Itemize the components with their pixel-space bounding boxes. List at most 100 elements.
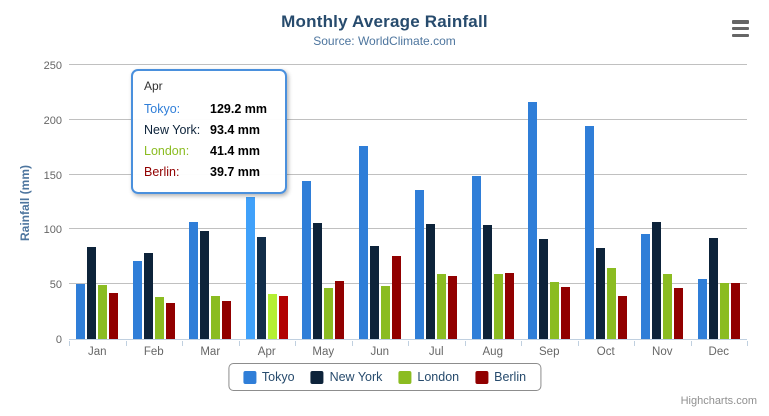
bar-group-may[interactable] [295,66,352,339]
x-axis-label-feb: Feb [143,346,164,358]
tooltip-row-london: London: 41.4 mm [144,141,275,162]
hamburger-menu-icon[interactable] [730,19,752,38]
gridline-50 [69,283,747,285]
bar-berlin-dec[interactable] [730,283,740,339]
bar-group-mar[interactable] [182,66,239,339]
bar-group-oct[interactable] [578,66,635,339]
gridline-200 [69,118,747,120]
bar-new-york-jan[interactable] [87,247,97,339]
bar-berlin-sep[interactable] [561,286,571,339]
y-tick-label: 0 [55,334,62,346]
x-tick-mark [351,341,353,346]
legend-item-berlin[interactable]: Berlin [475,370,526,384]
bar-group-jan[interactable] [69,66,126,339]
bar-berlin-oct[interactable] [617,296,627,339]
x-axis-label-aug: Aug [482,346,503,358]
bar-tokyo-sep[interactable] [528,101,538,339]
x-tick-mark [634,341,635,346]
bar-new-york-nov[interactable] [652,222,662,339]
legend-swatch-icon [310,370,324,384]
bar-berlin-apr[interactable] [278,295,288,339]
bar-berlin-may[interactable] [335,281,345,339]
x-axis-label-jun: Jun [370,346,390,358]
bar-london-may[interactable] [324,287,334,339]
y-tick-label: 200 [43,114,62,127]
bar-berlin-mar[interactable] [222,301,232,339]
bar-new-york-mar[interactable] [200,231,210,339]
tooltip-series-label: London: [144,144,190,158]
bar-london-aug[interactable] [493,273,503,339]
bar-london-dec[interactable] [719,282,729,339]
tooltip-series-value: 41.4 mm [210,144,261,158]
bar-new-york-apr[interactable] [256,236,266,339]
credits-link[interactable]: Highcharts.com [680,395,757,407]
bar-berlin-jun[interactable] [391,256,401,339]
bar-tokyo-mar[interactable] [189,222,199,339]
bar-group-feb[interactable] [126,66,183,339]
bar-group-dec[interactable] [691,66,748,339]
bar-new-york-sep[interactable] [539,239,549,339]
bar-london-nov[interactable] [663,274,673,339]
bar-london-sep[interactable] [550,281,560,339]
bar-group-jun[interactable] [352,66,409,339]
tooltip-series-value: 129.2 mm [210,102,267,116]
tooltip-series-label: Tokyo: [144,102,181,116]
bar-berlin-aug[interactable] [504,272,514,339]
legend-item-new-york[interactable]: New York [310,370,382,384]
legend-swatch-icon [242,370,256,384]
legend-item-tokyo[interactable]: Tokyo [242,370,295,384]
bar-tokyo-dec[interactable] [697,279,707,339]
bar-group-nov[interactable] [634,66,691,339]
bar-berlin-jul[interactable] [448,276,458,339]
bar-london-feb[interactable] [154,296,164,339]
tooltip-row-tokyo: Tokyo: 129.2 mm [144,99,275,120]
bar-tokyo-apr[interactable] [245,197,255,339]
bar-tokyo-may[interactable] [302,181,312,339]
bar-new-york-feb[interactable] [143,252,153,339]
bar-group-aug[interactable] [465,66,522,339]
bar-tokyo-feb[interactable] [132,260,142,339]
bar-london-oct[interactable] [606,267,616,339]
bar-london-jan[interactable] [98,285,108,339]
y-tick-label: 50 [49,279,62,292]
bar-berlin-nov[interactable] [674,287,684,339]
bar-berlin-feb[interactable] [165,302,175,339]
bar-tokyo-jan[interactable] [76,284,86,339]
x-tick-mark [577,341,579,346]
bar-group-apr[interactable] [239,66,296,339]
x-tick-mark [690,341,692,346]
tooltip-series-value: 93.4 mm [210,123,261,137]
tooltip: Apr Tokyo: 129.2 mm New York: 93.4 mm London… [131,69,287,194]
bar-tokyo-jul[interactable] [415,190,425,339]
bar-tokyo-oct[interactable] [584,126,594,339]
tooltip-series-label: Berlin: [144,165,180,179]
bar-new-york-dec[interactable] [708,237,718,339]
bar-new-york-may[interactable] [313,222,323,339]
bar-new-york-jul[interactable] [426,223,436,339]
legend-item-london[interactable]: London [398,370,459,384]
legend-swatch-icon [398,370,412,384]
bar-new-york-aug[interactable] [482,224,492,339]
legend: Tokyo New York London Berlin [227,363,542,391]
hamburger-bar [732,20,749,24]
x-axis-label-mar: Mar [200,346,221,358]
bar-group-jul[interactable] [408,66,465,339]
bar-london-jul[interactable] [437,274,447,339]
bar-new-york-jun[interactable] [369,246,379,339]
bar-london-apr[interactable] [267,293,277,339]
bar-tokyo-aug[interactable] [471,176,481,339]
legend-label: London [417,370,460,384]
bar-tokyo-nov[interactable] [641,234,651,339]
bar-new-york-oct[interactable] [595,247,605,339]
y-tick-label: 250 [43,60,62,72]
bar-berlin-jan[interactable] [109,292,119,339]
x-tick-mark [238,341,240,346]
x-axis-label-jul: Jul [428,346,444,358]
bar-london-jun[interactable] [380,286,390,339]
bar-group-sep[interactable] [521,66,578,339]
x-tick-mark [521,341,522,346]
bar-tokyo-jun[interactable] [358,146,368,339]
x-axis-label-apr: Apr [257,346,276,358]
bar-london-mar[interactable] [211,295,221,339]
